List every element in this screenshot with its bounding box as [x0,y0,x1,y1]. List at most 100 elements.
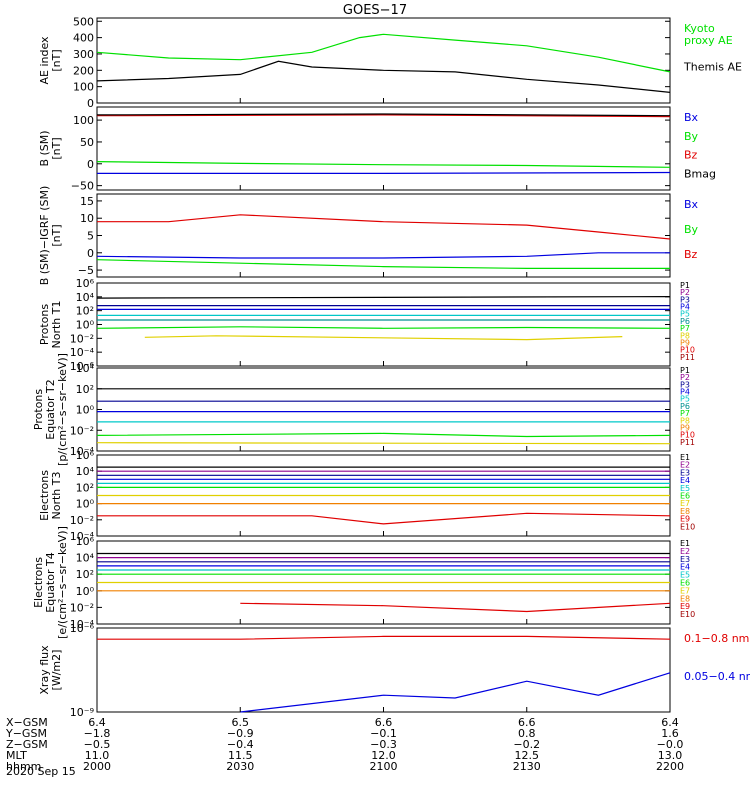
ephemeris-value: 13.0 [658,749,683,762]
legend-entry: P3 [680,380,690,389]
y-tick-label: 10² [76,568,94,581]
ephemeris-value: 12.0 [371,749,396,762]
legend-entry: E9 [680,515,690,524]
y-tick-label: 10⁰ [76,498,95,511]
y-axis-label: ProtonsEquator T2[p/(cm²−s−sr−keV)] [32,353,69,466]
y-tick-label: 10² [76,305,94,318]
y-axis-label: B (SM)[nT] [38,130,63,166]
y-axis-label: ElectronsNorth T3 [38,470,63,521]
ephemeris-value: 1.6 [661,727,679,740]
y-tick-label: 50 [80,136,94,149]
y-tick-label: 10⁻⁴ [70,618,95,631]
y-axis-label: Xray flux[W/m2] [38,645,63,695]
legend-entry: P7 [680,324,690,333]
ephemeris-value: 12.5 [515,749,540,762]
y-tick-label: 10⁴ [76,552,95,565]
series-line-by [96,259,670,269]
ephemeris-value: 6.4 [661,716,679,729]
legend-entry: Bmag [684,167,716,180]
y-tick-label: 500 [73,15,94,28]
panel-frame [96,106,671,191]
legend-entry: E10 [680,522,695,531]
legend-entry: Themis AE [683,61,742,74]
legend-entry: E4 [680,476,690,485]
series-line-p8 [96,442,671,445]
y-tick-label: 10⁻⁴ [70,530,95,543]
legend-entry: E8 [680,507,690,516]
legend-entry: P1 [680,366,690,375]
legend-entry: E2 [680,547,690,556]
y-axis-label: ElectronsEquator T4[e/(cm²−s−sr−keV)] [32,526,69,639]
legend-entry: P2 [680,288,690,297]
legend-entry: E9 [680,602,690,611]
ephemeris-value: 11.5 [228,749,253,762]
legend-entry: P9 [680,423,690,432]
ephemeris-value: −0.0 [657,738,684,751]
y-tick-label: 10⁻² [70,424,94,437]
legend-entry: P11 [680,353,695,362]
y-tick-label: 10⁻⁴ [70,445,95,458]
plot-title: GOES−17 [343,3,407,18]
legend-entry: E5 [680,571,690,580]
legend-entry: P2 [680,373,690,382]
legend-entry: P5 [680,395,690,404]
legend-entry: E6 [680,492,690,501]
panel-8: 10⁻⁶ 10⁻⁹ Xray flux[W/m2] 0.1−0.8 nm 0.05−0.… [38,622,750,719]
y-tick-label: 100 [73,114,94,127]
y-tick-label: 10⁻⁴ [70,346,95,359]
y-tick-label: 10⁻⁶ [70,360,95,373]
legend-entry: By [684,223,699,236]
y-tick-label: 10² [76,383,94,396]
panel-frame [96,193,671,278]
ephemeris-value: −0.1 [370,727,397,740]
legend-entry: E7 [680,586,690,595]
series-line-bz [97,214,671,240]
series-line-p7 [96,326,671,329]
legend-entry: E1 [680,539,690,548]
series-line-p7 [96,432,671,438]
ephemeris-row-label: MLT [6,749,27,762]
y-tick-label: 15 [80,195,94,208]
ephemeris-value: 0.8 [518,727,536,740]
series-line-e9 [97,512,671,525]
y-axis-label: AE index[nT] [38,36,63,85]
y-tick-label: 0 [87,97,94,110]
y-tick-label: 10⁻² [70,601,94,614]
ephemeris-row-label: Z−GSM [6,738,48,751]
y-tick-label: −50 [71,180,94,193]
ephemeris-value: 11.0 [85,749,110,762]
series-line-0-1-0-8-nm [97,635,671,640]
ephemeris-row-label: X−GSM [6,716,48,729]
y-tick-label: 0 [87,158,94,171]
y-tick-label: 400 [73,32,94,45]
panel-2: −50 0 50 100 B (SM)[nT] Bx By Bz Bmag [38,106,716,193]
legend-entry: P7 [680,409,690,418]
legend-entry: Bz [684,149,698,162]
legend-entry: E7 [680,499,690,508]
legend-entry: P1 [680,281,690,290]
legend-entry: P3 [680,295,690,304]
ephemeris-value: 2200 [656,760,684,773]
legend-entry: P11 [680,438,695,447]
legend-entry: P5 [680,310,690,319]
panel-frame [96,282,671,367]
ephemeris-value: 2130 [513,760,541,773]
series-line-bx [97,171,671,174]
x-axis-ephemeris: X−GSM 6.4 6.5 6.6 6.6 6.4 Y−GSM −1.8 −0.9 −0.1 0.8… [5,716,684,773]
y-tick-label: 10⁻² [70,514,94,527]
legend-entry: P10 [680,431,695,440]
legend-entry: Bz [684,248,698,261]
y-tick-label: 5 [87,230,94,243]
ephemeris-value: −0.3 [370,738,397,751]
legend-entry: E2 [680,461,690,470]
legend-entry: E10 [680,610,695,619]
legend-entry: E8 [680,594,690,603]
y-tick-label: 10⁻⁹ [70,706,94,719]
legend-entry: Bx [684,198,699,211]
y-tick-label: 300 [73,48,94,61]
y-tick-label: 0 [87,247,94,260]
legend-entry: Bx [684,111,699,124]
